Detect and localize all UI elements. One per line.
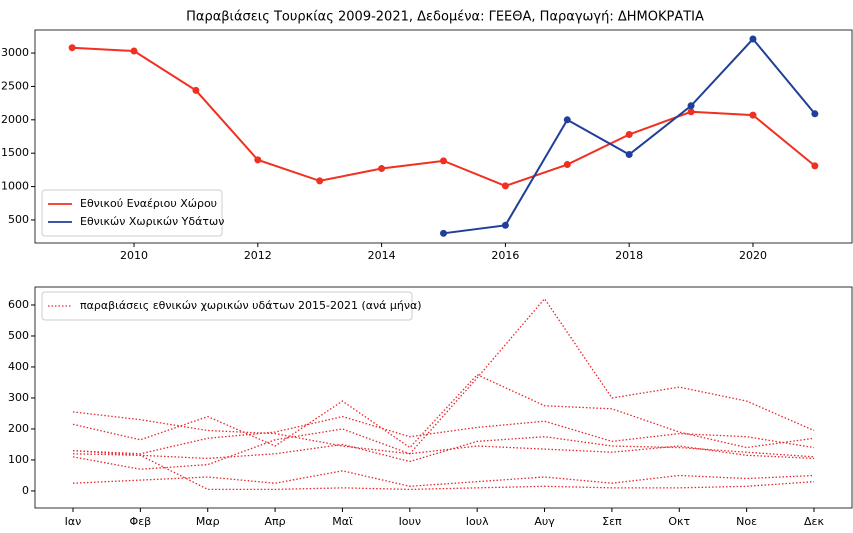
marker	[687, 108, 695, 116]
marker	[192, 86, 200, 94]
marker	[811, 162, 819, 170]
x-tick-label: Ιαν	[65, 515, 82, 528]
y-tick-label: 3000	[1, 46, 29, 59]
marker	[749, 35, 757, 43]
plot-frame	[34, 286, 853, 509]
y-tick-label: 1500	[1, 146, 29, 159]
y-tick-label: 500	[8, 329, 29, 342]
marker	[316, 177, 324, 185]
marker	[625, 130, 633, 138]
y-tick-label: 0	[22, 484, 29, 497]
x-tick-label: 2012	[244, 249, 272, 262]
legend-box	[41, 291, 413, 321]
series-line	[72, 46, 816, 187]
marker	[687, 102, 695, 110]
plot-frame	[34, 29, 853, 244]
x-tick-label: 2016	[491, 249, 519, 262]
x-tick-label: Μαρ	[196, 515, 220, 528]
series-line	[72, 450, 815, 491]
x-tick-label: 2018	[615, 249, 643, 262]
marker	[130, 47, 138, 55]
chart-title: Παραβιάσεις Τουρκίας 2009-2021, Δεδομένα…	[186, 10, 704, 25]
y-tick-label: 2000	[1, 113, 29, 126]
marker	[378, 165, 386, 173]
marker	[749, 111, 757, 119]
y-tick-label: 100	[8, 453, 29, 466]
series-line	[72, 415, 815, 455]
series-line	[72, 297, 815, 455]
legend-label: παραβιάσεις εθνικών χωρικών υδάτων 2015-…	[80, 299, 422, 312]
x-tick-label: 2020	[739, 249, 767, 262]
x-tick-label: Φεβ	[130, 515, 152, 528]
x-tick-label: Δεκ	[804, 515, 824, 528]
y-tick-label: 1000	[1, 180, 29, 193]
marker	[254, 156, 262, 164]
x-tick-label: Σεπ	[602, 515, 622, 528]
x-tick-label: 2014	[368, 249, 396, 262]
marker	[501, 182, 509, 190]
marker	[563, 161, 571, 169]
marker	[440, 157, 447, 165]
y-tick-label: 600	[8, 298, 29, 311]
y-tick-label: 500	[8, 213, 29, 226]
legend-box	[41, 189, 223, 237]
series-line	[72, 436, 815, 463]
series-line	[72, 428, 815, 470]
x-tick-label: Ιουν	[399, 515, 421, 528]
x-tick-label: Αυγ	[534, 515, 555, 528]
legend-label: Εθνικού Εναέριου Χώρου	[80, 197, 217, 210]
marker	[811, 110, 819, 118]
x-tick-label: Νοε	[736, 515, 757, 528]
marker	[563, 116, 571, 124]
marker	[440, 229, 447, 237]
marker	[501, 221, 509, 229]
x-tick-label: 2010	[120, 249, 148, 262]
series-line	[72, 373, 815, 449]
y-tick-label: 2500	[1, 79, 29, 92]
y-tick-label: 300	[8, 391, 29, 404]
y-tick-label: 400	[8, 360, 29, 373]
marker	[68, 44, 76, 52]
x-tick-label: Οκτ	[668, 515, 690, 528]
x-tick-label: Απρ	[265, 515, 286, 528]
legend-label: Εθνικών Χωρικών Υδάτων	[80, 215, 224, 228]
marker	[625, 151, 633, 159]
series-line	[72, 470, 815, 487]
y-tick-label: 200	[8, 422, 29, 435]
x-tick-label: Ιουλ	[466, 515, 489, 528]
x-tick-label: Μαϊ	[332, 515, 353, 528]
